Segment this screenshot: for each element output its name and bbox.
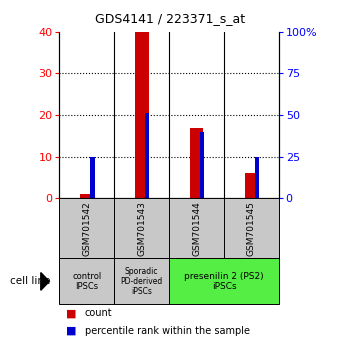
Bar — [80, 194, 94, 198]
Text: count: count — [85, 308, 113, 318]
Text: Sporadic
PD-derived
iPSCs: Sporadic PD-derived iPSCs — [121, 267, 163, 296]
Text: GSM701542: GSM701542 — [82, 201, 91, 256]
Bar — [169, 258, 279, 304]
Bar — [135, 32, 149, 198]
Bar — [145, 113, 149, 198]
Text: presenilin 2 (PS2)
iPSCs: presenilin 2 (PS2) iPSCs — [184, 272, 264, 291]
Polygon shape — [41, 273, 49, 290]
Text: GSM701545: GSM701545 — [247, 201, 256, 256]
Text: cell line: cell line — [10, 276, 51, 286]
Text: ■: ■ — [66, 308, 77, 318]
Bar — [90, 156, 95, 198]
Bar — [200, 132, 204, 198]
Bar — [244, 173, 258, 198]
Bar — [255, 156, 259, 198]
Text: ■: ■ — [66, 326, 77, 336]
Text: GSM701543: GSM701543 — [137, 201, 146, 256]
Bar — [114, 258, 169, 304]
Text: percentile rank within the sample: percentile rank within the sample — [85, 326, 250, 336]
Text: GDS4141 / 223371_s_at: GDS4141 / 223371_s_at — [95, 12, 245, 25]
Text: GSM701544: GSM701544 — [192, 201, 201, 256]
Text: control
IPSCs: control IPSCs — [72, 272, 102, 291]
Bar — [190, 127, 203, 198]
Bar — [59, 258, 114, 304]
